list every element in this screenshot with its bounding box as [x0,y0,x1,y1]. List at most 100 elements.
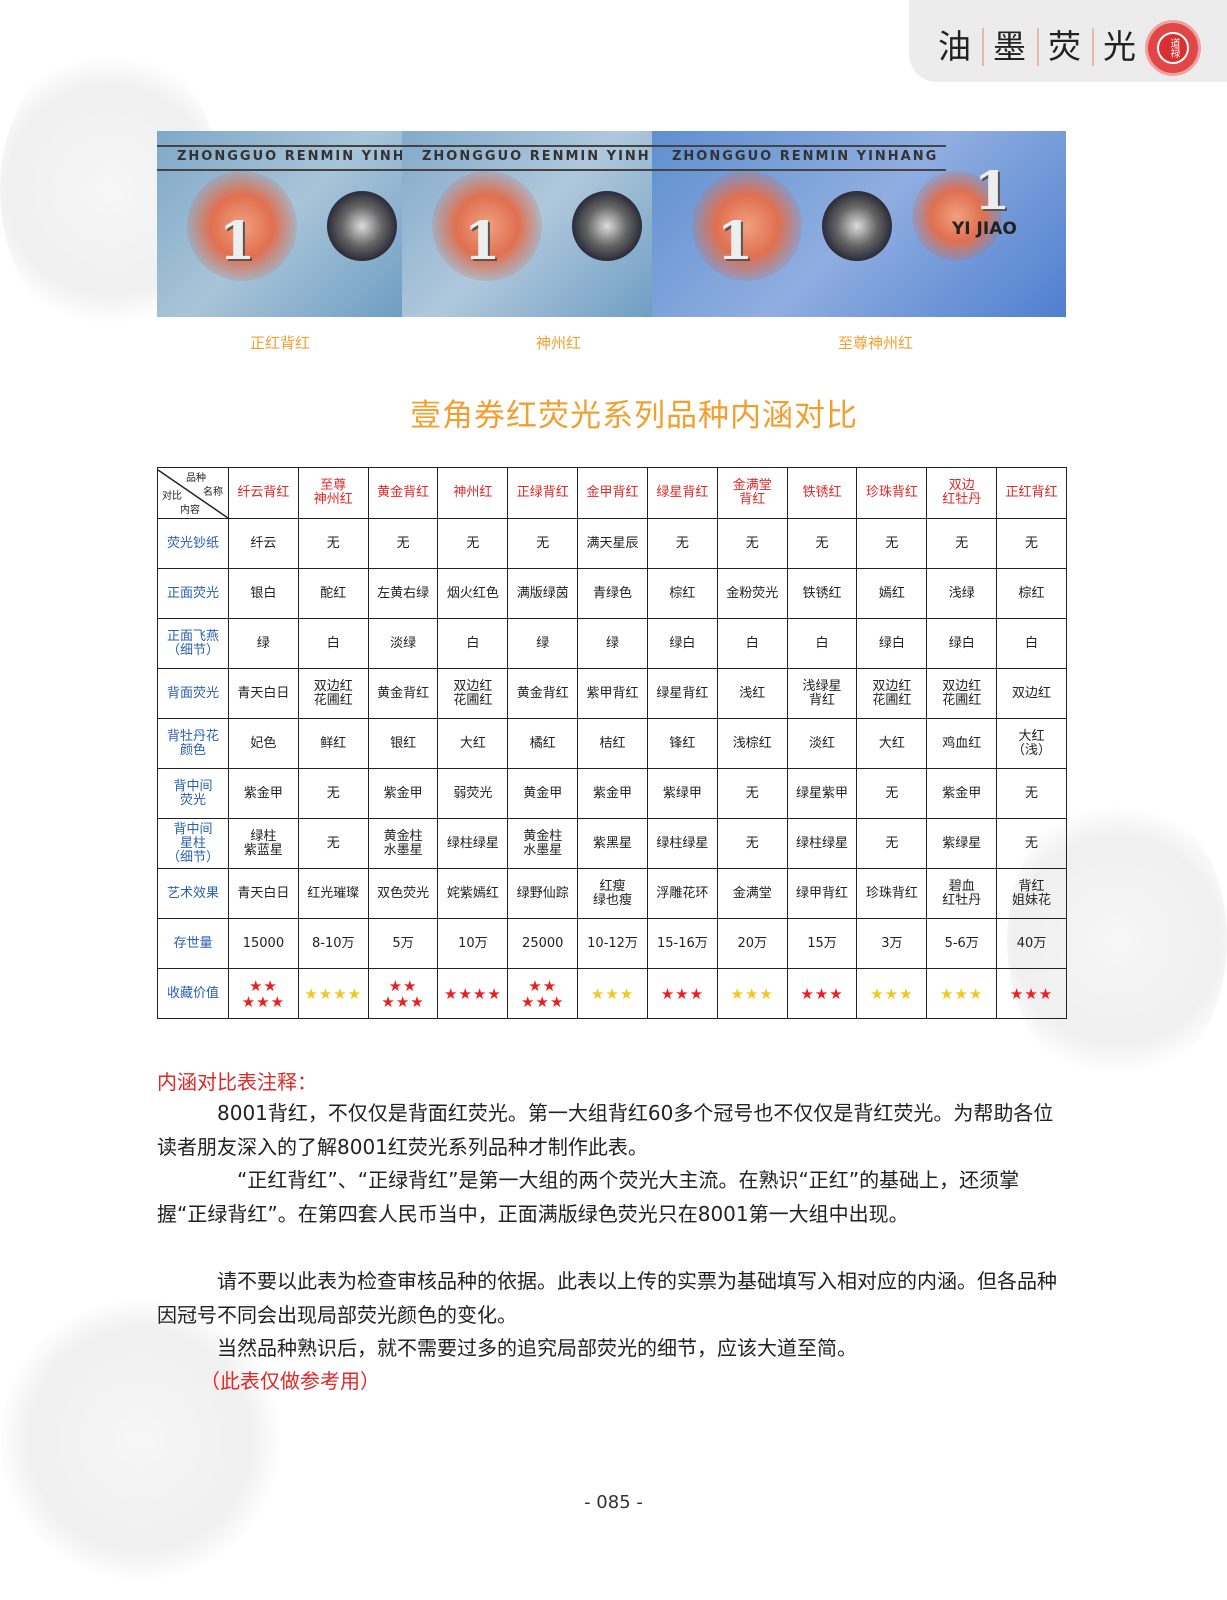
caption: 神州红 [536,334,582,352]
table-row: 背面荧光 青天白日 双边红 花圃红 黄金背红 双边红 花圃红 黄金背红 紫甲背红 绿星背红 浅红… [157,668,1067,719]
star-rating: ★★★ [856,968,928,1019]
table-cell: 8-10万 [297,918,369,969]
table-cell: 25000 [507,918,579,969]
row-label: 荧光钞纸 [157,518,229,569]
table-cell: 铁锈红 [786,568,858,619]
notes-title: 内涵对比表注释： [157,1070,317,1094]
banknote-image: ZHONGGUO RENMIN YINH 1 [402,131,652,317]
table-cell: 绿 [507,618,579,669]
table-cell: 40万 [996,918,1067,969]
page-title: 壹角券红荧光系列品种内涵对比 [410,398,858,434]
table-cell: 10万 [437,918,509,969]
table-cell: 无 [716,518,788,569]
table-row: 存世量 15000 8-10万 5万 10万 25000 10-12万 15-16万 20万 15… [157,918,1067,969]
table-cell: 橘红 [507,718,579,769]
table-cell: 青绿色 [577,568,648,619]
comparison-table: 品种 名称 对比 内容 纤云背红 至尊 神州红 黄金背红 神州红 正绿背红 金甲背红 绿星背… [157,467,1067,1019]
table-cell: 白 [716,618,788,669]
column-header: 正绿背红 [507,467,579,519]
table-cell: 浅绿 [926,568,998,619]
table-cell: 烟火红色 [437,568,509,619]
banknote-image: ZHONGGUO RENMIN YINHANG 1 1 YI JIAO [652,131,1066,317]
table-cell: 白 [996,618,1067,669]
title-char: 油 [929,28,984,66]
column-header: 珍珠背红 [856,467,928,519]
table-cell: 紫金甲 [367,768,439,819]
table-cell: 无 [297,518,369,569]
table-cell: 棕红 [996,568,1067,619]
caption: 至尊神州红 [838,334,914,352]
title-char: 墨 [984,28,1039,66]
table-cell: 棕红 [646,568,718,619]
table-cell: 银白 [228,568,299,619]
table-cell: 绿柱绿星 [437,818,509,869]
table-cell: 15万 [786,918,858,969]
table-cell: 紫甲背红 [577,668,648,719]
table-cell: 鸡血红 [926,718,998,769]
table-cell: 绿星背红 [646,668,718,719]
table-row: 正面荧光 银白 酡红 左黄右绿 烟火红色 满版绿茵 青绿色 棕红 金粉荧光 铁锈红 嫣红 浅绿 棕红 [157,568,1067,619]
reference-note: （此表仅做参考用） [200,1369,380,1393]
column-header: 神州红 [437,467,509,519]
table-cell: 10-12万 [577,918,648,969]
banknote-image: ZHONGGUO RENMIN YINH 1 [157,131,402,317]
table-cell: 黄金甲 [507,768,579,819]
table-cell: 浅红 [716,668,788,719]
table-cell: 红瘦 绿也瘦 [577,868,648,919]
star-rating: ★★★ [716,968,788,1019]
note-paragraph: 当然品种熟识后，就不需要过多的追究局部荧光的细节，应该大道至简。 [157,1336,857,1360]
table-cell: 满版绿茵 [507,568,579,619]
table-cell: 鲜红 [297,718,369,769]
row-label: 背中间 星柱 （细节） [157,818,229,869]
column-header: 铁锈红 [786,467,858,519]
table-cell: 无 [646,518,718,569]
table-cell: 无 [786,518,858,569]
table-header-row: 品种 名称 对比 内容 纤云背红 至尊 神州红 黄金背红 神州红 正绿背红 金甲背红 绿星背… [157,467,1067,519]
table-row: 背中间 荧光 紫金甲无紫金甲 弱荧光 黄金甲 紫金甲 紫绿甲无绿星紫甲无紫金甲无 [157,768,1067,819]
table-cell: 白 [786,618,858,669]
banknote-band-text: ZHONGGUO RENMIN YINH [157,145,402,171]
title-char: 光 [1103,27,1138,66]
note-paragraph: “正红背红”、“正绿背红”是第一大组的两个荧光大主流。在熟识“正红”的基础上，还… [157,1168,1020,1226]
table-cell: 纤云 [228,518,299,569]
corner-label: 对比 [162,491,182,502]
rating-row: 收藏价值 ★★ ★★★ ★★★★ ★★ ★★★ ★★★★ ★★ ★★★ ★★★ ★★★ ★★★ ★… [157,968,1067,1019]
table-cell: 绿星紫甲 [786,768,858,819]
banknote-band-text: ZHONGGUO RENMIN YINH [402,145,652,171]
star-rating: ★★★★ [297,968,369,1019]
caption: 正红背红 [250,334,311,352]
table-cell: 浅绿星 背红 [786,668,858,719]
table-cell: 姹紫嫣红 [437,868,509,919]
table-row: 正面飞燕 （细节）绿白淡绿白绿绿绿白白白绿白 绿白白 [157,618,1067,669]
table-cell: 满天星辰 [577,518,648,569]
star-rating: ★★ ★★★ [367,968,439,1019]
note-paragraph: 8001背红，不仅仅是背面红荧光。第一大组背红60多个冠号也不仅仅是背红荧光。为… [157,1101,1054,1159]
page-number: - 085 - [584,1492,643,1513]
column-header: 纤云背红 [228,467,299,519]
column-header: 至尊 神州红 [297,467,369,519]
table-cell: 碧血 红牡丹 [926,868,998,919]
table-cell: 紫黑星 [577,818,648,869]
table-cell: 黄金柱 水墨星 [507,818,579,869]
table-cell: 浅棕红 [716,718,788,769]
table-cell: 紫绿甲 [646,768,718,819]
table-cell: 嫣红 [856,568,928,619]
table-cell: 紫金甲 [228,768,299,819]
corner-label: 内容 [180,505,200,516]
table-cell: 无 [996,818,1067,869]
table-cell: 酡红 [297,568,369,619]
watermark [0,1300,280,1580]
row-label: 艺术效果 [157,868,229,919]
table-cell: 无 [437,518,509,569]
table-cell: 紫金甲 [926,768,998,819]
table-cell: 左黄右绿 [367,568,439,619]
row-label: 背面荧光 [157,668,229,719]
table-cell: 无 [856,818,928,869]
table-cell: 绿柱 紫蓝星 [228,818,299,869]
table-cell: 双边红 花圃红 [437,668,509,719]
table-row: 荧光钞纸 纤云无无无无满天星辰无无无无无无 [157,518,1067,569]
table-row: 背牡丹花 颜色 妃色 鲜红 银红 大红 橘红 桔红 锋红 浅棕红 淡红 大红 鸡血红 大红 （浅） [157,718,1067,769]
title-char: 荧 [1039,28,1094,66]
star-rating: ★★★ [577,968,648,1019]
row-label: 正面荧光 [157,568,229,619]
